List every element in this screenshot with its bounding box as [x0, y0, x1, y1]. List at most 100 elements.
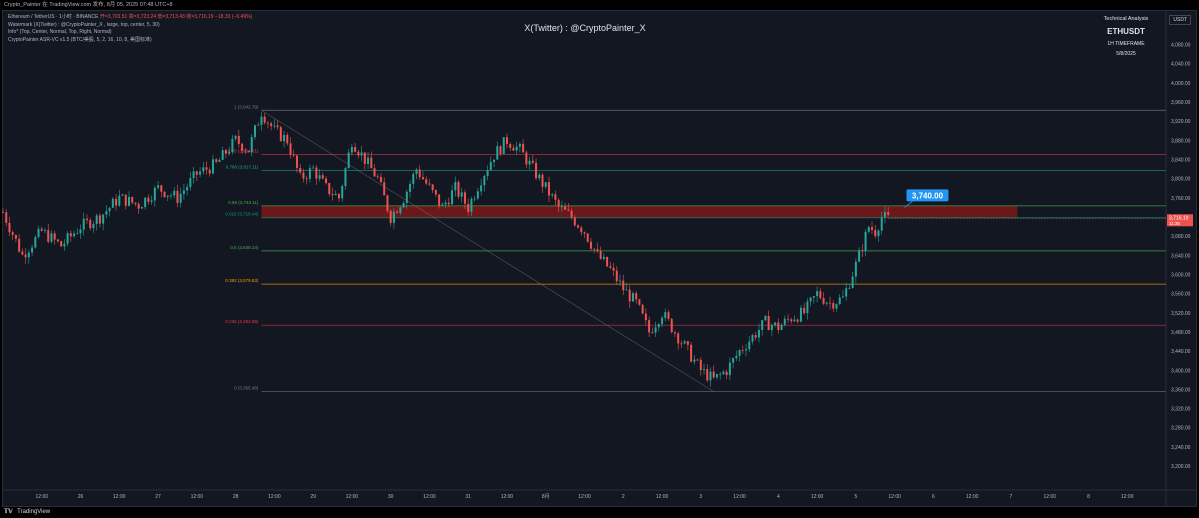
candle-body[interactable] [757, 329, 760, 338]
candle-body[interactable] [680, 343, 683, 345]
candle-body[interactable] [787, 318, 790, 320]
candle-body[interactable] [108, 207, 111, 212]
price-tick-label[interactable]: 3,640.00 [1171, 253, 1191, 259]
candle-body[interactable] [783, 318, 786, 325]
candle-body[interactable] [115, 198, 118, 206]
candle-body[interactable] [641, 304, 644, 314]
candle-body[interactable] [715, 374, 718, 378]
candle-body[interactable] [208, 169, 211, 174]
candle-body[interactable] [693, 359, 696, 362]
candle-body[interactable] [486, 170, 489, 177]
candle-body[interactable] [748, 341, 751, 350]
candle-body[interactable] [851, 276, 854, 288]
candle-body[interactable] [602, 256, 605, 259]
price-tick-label[interactable]: 3,200.00 [1171, 464, 1191, 470]
candle-body[interactable] [43, 230, 46, 231]
candle-body[interactable] [53, 233, 56, 240]
time-tick-label[interactable]: 28 [233, 494, 239, 500]
candle-body[interactable] [399, 207, 402, 213]
candle-body[interactable] [567, 209, 570, 211]
candle-body[interactable] [127, 196, 130, 206]
price-tick-label[interactable]: 3,320.00 [1171, 407, 1191, 413]
candle-body[interactable] [816, 291, 819, 297]
candle-body[interactable] [887, 212, 890, 215]
candle-body[interactable] [82, 218, 85, 230]
candle-body[interactable] [871, 227, 874, 230]
candle-body[interactable] [224, 150, 227, 154]
candle-body[interactable] [745, 349, 748, 351]
candle-body[interactable] [50, 233, 53, 242]
candle-body[interactable] [331, 194, 334, 196]
candle-body[interactable] [66, 233, 69, 244]
candle-body[interactable] [305, 178, 308, 180]
price-tick-label[interactable]: 3,760.00 [1171, 196, 1191, 202]
candle-body[interactable] [512, 147, 515, 151]
time-tick-label[interactable]: 12:00 [888, 494, 901, 500]
candle-body[interactable] [780, 324, 783, 330]
time-tick-label[interactable]: 12:00 [191, 494, 204, 500]
candle-body[interactable] [241, 143, 244, 151]
candle-body[interactable] [622, 280, 625, 291]
candle-body[interactable] [253, 125, 256, 138]
candle-body[interactable] [1, 212, 5, 213]
candle-body[interactable] [312, 167, 315, 169]
legend-symbol-line[interactable]: Ethereum / TetherUS · 1小时 · BINANCE 开=3,… [8, 14, 252, 22]
candle-body[interactable] [270, 123, 273, 127]
candle-body[interactable] [370, 157, 373, 169]
candle-body[interactable] [547, 182, 550, 196]
candle-body[interactable] [376, 176, 379, 178]
candle-body[interactable] [295, 155, 298, 168]
candle-body[interactable] [460, 192, 463, 197]
candle-body[interactable] [286, 134, 289, 144]
candle-body[interactable] [825, 302, 828, 304]
candle-body[interactable] [606, 256, 609, 267]
candle-body[interactable] [202, 167, 205, 172]
time-tick-label[interactable]: 5 [854, 494, 857, 500]
candle-body[interactable] [451, 190, 454, 205]
candle-body[interactable] [625, 289, 628, 291]
candle-body[interactable] [14, 234, 17, 239]
time-tick-label[interactable]: 26 [78, 494, 84, 500]
candle-body[interactable] [628, 289, 631, 302]
candle-body[interactable] [89, 220, 92, 229]
price-tick-label[interactable]: 4,080.00 [1171, 43, 1191, 49]
last-price-tag[interactable] [1167, 214, 1193, 227]
candle-body[interactable] [615, 270, 618, 282]
currency-tag[interactable]: USDT [1169, 15, 1191, 25]
candle-body[interactable] [279, 127, 282, 142]
candle-body[interactable] [40, 228, 43, 231]
price-tick-label[interactable]: 3,400.00 [1171, 368, 1191, 374]
candle-body[interactable] [654, 327, 657, 333]
candle-body[interactable] [215, 159, 218, 162]
time-tick-label[interactable]: 12:00 [966, 494, 979, 500]
candle-body[interactable] [428, 183, 431, 185]
candle-body[interactable] [525, 152, 528, 165]
candle-body[interactable] [231, 138, 234, 152]
candle-body[interactable] [415, 169, 418, 174]
candle-body[interactable] [706, 369, 709, 381]
candle-body[interactable] [354, 147, 357, 152]
candle-body[interactable] [793, 319, 796, 322]
candle-body[interactable] [515, 146, 518, 151]
candle-body[interactable] [599, 250, 602, 259]
candle-body[interactable] [102, 214, 105, 224]
time-tick-label[interactable]: 12:00 [501, 494, 514, 500]
price-tick-label[interactable]: 3,960.00 [1171, 100, 1191, 106]
candle-body[interactable] [593, 248, 596, 250]
candle-body[interactable] [134, 202, 137, 204]
candle-body[interactable] [722, 371, 725, 374]
candle-body[interactable] [386, 195, 389, 211]
candle-body[interactable] [357, 151, 360, 156]
time-tick-label[interactable]: 4 [777, 494, 780, 500]
candle-body[interactable] [538, 174, 541, 179]
candle-body[interactable] [877, 230, 880, 237]
candle-body[interactable] [577, 225, 580, 228]
price-tick-label[interactable]: 3,360.00 [1171, 387, 1191, 393]
candle-body[interactable] [389, 210, 392, 223]
candle-body[interactable] [463, 192, 466, 204]
candle-body[interactable] [657, 324, 660, 328]
candle-body[interactable] [157, 185, 160, 188]
candle-body[interactable] [347, 152, 350, 169]
candle-body[interactable] [334, 193, 337, 196]
candle-body[interactable] [289, 143, 292, 155]
